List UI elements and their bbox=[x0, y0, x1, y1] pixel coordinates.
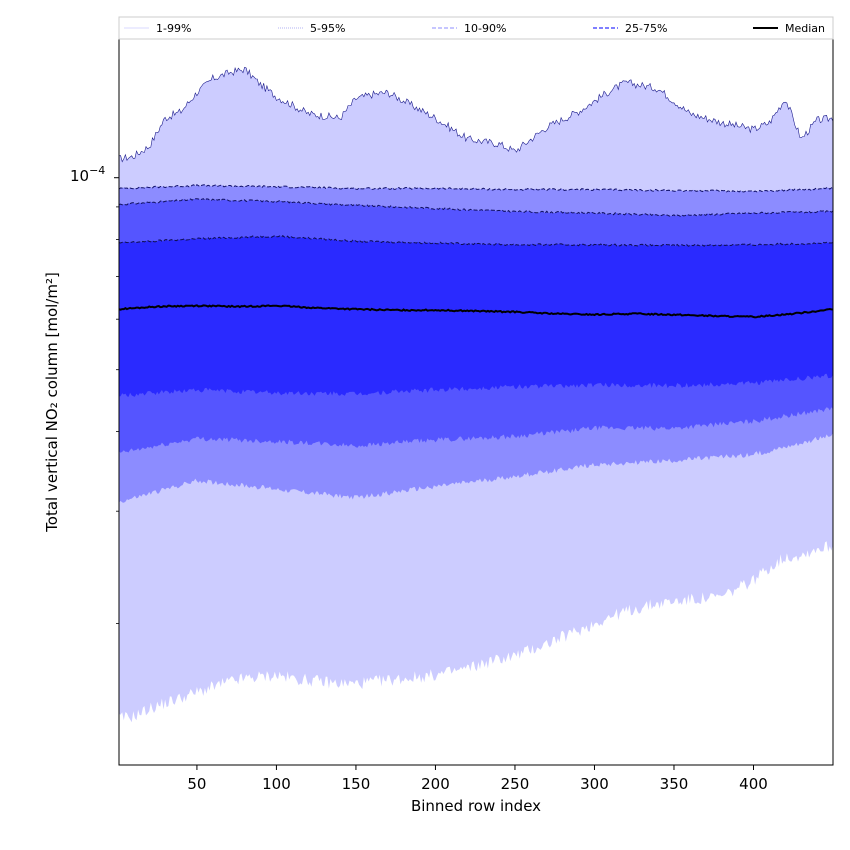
x-tick-label: 250 bbox=[501, 775, 530, 793]
y-tick-base: 10 bbox=[70, 167, 89, 185]
median-line bbox=[118, 304, 834, 319]
x-tick-label: 200 bbox=[421, 775, 450, 793]
y-axis: 10−4 bbox=[70, 164, 119, 624]
median-layer bbox=[118, 304, 834, 319]
x-tick-label: 400 bbox=[739, 775, 768, 793]
legend-label: Median bbox=[785, 22, 825, 35]
x-axis-label: Binned row index bbox=[411, 797, 541, 815]
x-tick-label: 100 bbox=[262, 775, 291, 793]
band-upper-edge-25-75% bbox=[118, 235, 834, 247]
band-upper-edge-1-99% bbox=[118, 66, 834, 163]
bands-layer bbox=[119, 67, 833, 723]
band-upper-edge-10-90% bbox=[118, 198, 834, 217]
band-edges-layer bbox=[118, 66, 834, 247]
band-25-75% bbox=[119, 235, 833, 397]
x-tick-label: 300 bbox=[580, 775, 609, 793]
x-tick-label: 150 bbox=[342, 775, 371, 793]
legend: 1-99% 5-95% 10-90% 25-75% Median bbox=[118, 16, 834, 40]
y-tick-exponent: −4 bbox=[89, 164, 105, 177]
y-major-tick-label: 10−4 bbox=[70, 164, 105, 185]
legend-box bbox=[118, 16, 834, 40]
x-tick-label: 350 bbox=[660, 775, 689, 793]
legend-label: 10-90% bbox=[464, 22, 506, 35]
band-upper-edge-5-95% bbox=[118, 184, 834, 193]
legend-label: 1-99% bbox=[156, 22, 191, 35]
legend-label: 25-75% bbox=[625, 22, 667, 35]
x-axis: 50 100 150 200 250 300 350 400 bbox=[187, 765, 768, 793]
x-tick-label: 50 bbox=[187, 775, 206, 793]
legend-label: 5-95% bbox=[310, 22, 345, 35]
y-axis-label: Total vertical NO₂ column [mol/m²] bbox=[43, 272, 61, 533]
